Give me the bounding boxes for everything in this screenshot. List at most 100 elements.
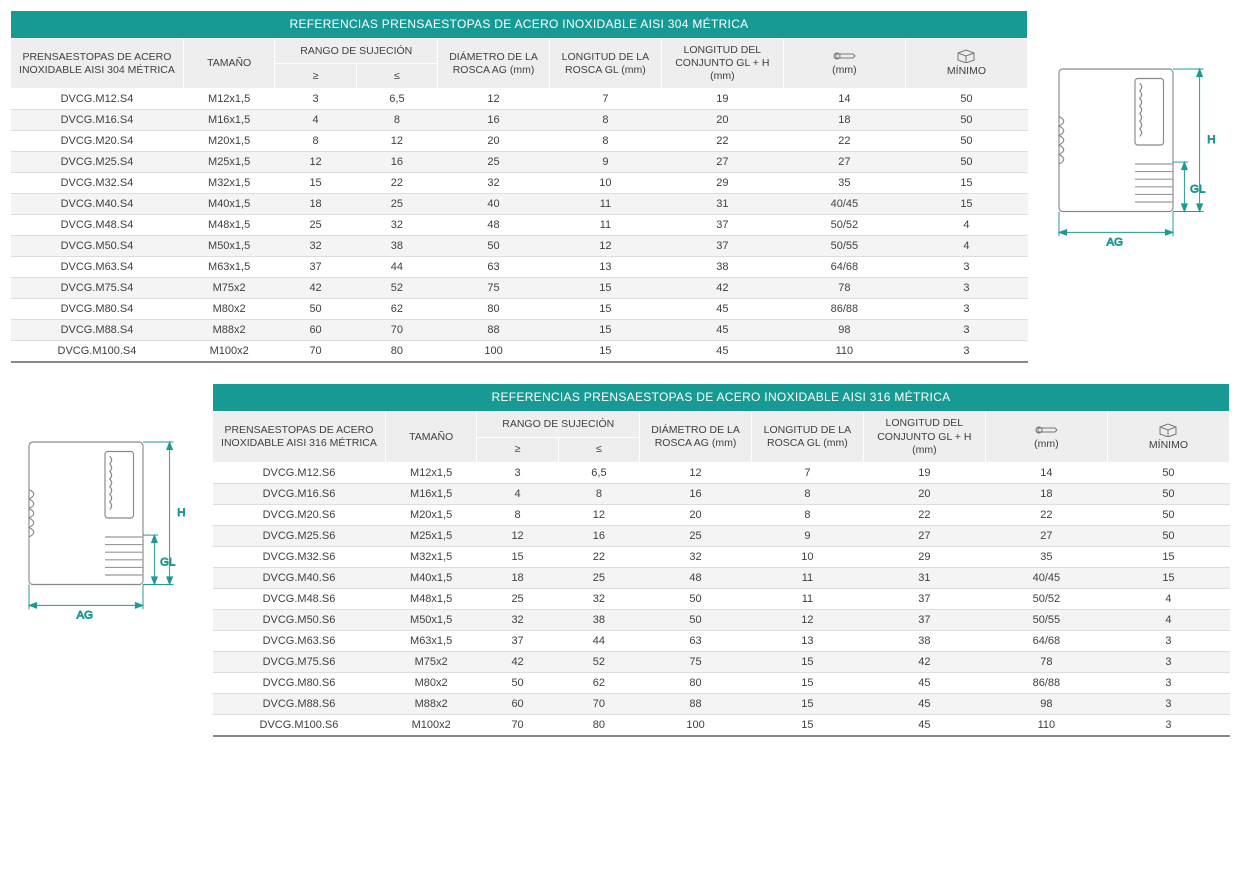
cell-gte: 8 bbox=[477, 504, 558, 525]
cell-lte: 44 bbox=[356, 257, 437, 278]
cell-min: 15 bbox=[905, 194, 1027, 215]
cell-glh: 45 bbox=[661, 320, 783, 341]
section-aisi-304: REFERENCIAS PRENSAESTOPAS DE ACERO INOXI… bbox=[10, 10, 1230, 363]
cell-gl: 11 bbox=[751, 588, 863, 609]
cell-size: M40x1,5 bbox=[385, 567, 477, 588]
cell-lte: 32 bbox=[558, 588, 639, 609]
cell-wr: 98 bbox=[783, 320, 905, 341]
cell-glh: 29 bbox=[661, 173, 783, 194]
cell-min: 15 bbox=[1107, 567, 1229, 588]
cell-lte: 16 bbox=[558, 525, 639, 546]
cell-gte: 37 bbox=[477, 630, 558, 651]
cell-ref: DVCG.M32.S6 bbox=[213, 546, 386, 567]
table-304: REFERENCIAS PRENSAESTOPAS DE ACERO INOXI… bbox=[10, 10, 1028, 363]
cell-gl: 15 bbox=[549, 278, 661, 299]
cell-gte: 32 bbox=[275, 236, 356, 257]
table-row: DVCG.M20.S6M20x1,5812208222250 bbox=[213, 504, 1230, 525]
tbody-304: DVCG.M12.S4M12x1,536,5127191450DVCG.M16.… bbox=[11, 89, 1028, 363]
table-row: DVCG.M48.S4M48x1,5253248113750/524 bbox=[11, 215, 1028, 236]
cell-wr: 40/45 bbox=[985, 567, 1107, 588]
table-row: DVCG.M75.S6M75x24252751542783 bbox=[213, 651, 1230, 672]
cell-gl: 11 bbox=[549, 194, 661, 215]
hdr-lte: ≤ bbox=[558, 437, 639, 462]
cell-lte: 80 bbox=[356, 341, 437, 363]
cell-ref: DVCG.M63.S4 bbox=[11, 257, 184, 278]
table-row: DVCG.M100.S4M100x2708010015451103 bbox=[11, 341, 1028, 363]
cell-gl: 8 bbox=[751, 483, 863, 504]
cell-gl: 13 bbox=[751, 630, 863, 651]
cell-lte: 32 bbox=[356, 215, 437, 236]
cell-glh: 20 bbox=[661, 110, 783, 131]
cell-wr: 86/88 bbox=[985, 672, 1107, 693]
cell-gte: 42 bbox=[275, 278, 356, 299]
cell-ag: 50 bbox=[640, 609, 752, 630]
cell-wr: 50/52 bbox=[985, 588, 1107, 609]
table-row: DVCG.M75.S4M75x24252751542783 bbox=[11, 278, 1028, 299]
cell-glh: 31 bbox=[863, 567, 985, 588]
box-icon bbox=[957, 49, 975, 63]
table-row: DVCG.M25.S4M25x1,51216259272750 bbox=[11, 152, 1028, 173]
cell-gl: 9 bbox=[751, 525, 863, 546]
cell-min: 15 bbox=[905, 173, 1027, 194]
cell-ag: 75 bbox=[640, 651, 752, 672]
cell-lte: 12 bbox=[558, 504, 639, 525]
cell-min: 3 bbox=[905, 299, 1027, 320]
table-316-title: REFERENCIAS PRENSAESTOPAS DE ACERO INOXI… bbox=[213, 384, 1230, 412]
cell-lte: 70 bbox=[356, 320, 437, 341]
cell-ref: DVCG.M63.S6 bbox=[213, 630, 386, 651]
cell-min: 3 bbox=[1107, 714, 1229, 736]
cell-gte: 70 bbox=[275, 341, 356, 363]
cell-size: M12x1,5 bbox=[183, 89, 275, 110]
cell-gte: 18 bbox=[477, 567, 558, 588]
dim-h-label: H bbox=[1207, 134, 1215, 146]
cell-min: 50 bbox=[905, 110, 1027, 131]
cell-ref: DVCG.M100.S6 bbox=[213, 714, 386, 736]
cell-gte: 60 bbox=[477, 693, 558, 714]
cell-ref: DVCG.M32.S4 bbox=[11, 173, 184, 194]
cell-min: 3 bbox=[905, 278, 1027, 299]
cell-size: M48x1,5 bbox=[183, 215, 275, 236]
cell-lte: 6,5 bbox=[356, 89, 437, 110]
cell-wr: 64/68 bbox=[783, 257, 905, 278]
cell-glh: 45 bbox=[863, 693, 985, 714]
cell-gl: 15 bbox=[751, 672, 863, 693]
cell-min: 3 bbox=[905, 257, 1027, 278]
hdr-diam: DIÁMETRO DE LA ROSCA AG (mm) bbox=[640, 412, 752, 462]
cell-min: 4 bbox=[905, 236, 1027, 257]
hdr-min: MÍNIMO bbox=[905, 39, 1027, 89]
cell-min: 3 bbox=[1107, 672, 1229, 693]
dim-gl-label: GL bbox=[1190, 184, 1205, 196]
cell-ref: DVCG.M12.S6 bbox=[213, 462, 386, 483]
cell-gte: 25 bbox=[275, 215, 356, 236]
cell-min: 50 bbox=[1107, 525, 1229, 546]
cell-min: 4 bbox=[1107, 609, 1229, 630]
cell-glh: 20 bbox=[863, 483, 985, 504]
cell-ag: 75 bbox=[438, 278, 550, 299]
hdr-glh: LONGITUD DEL CONJUNTO GL + H (mm) bbox=[661, 39, 783, 89]
hdr-gl: LONGITUD DE LA ROSCA GL (mm) bbox=[549, 39, 661, 89]
cell-glh: 37 bbox=[661, 236, 783, 257]
cell-gl: 9 bbox=[549, 152, 661, 173]
cell-glh: 37 bbox=[661, 215, 783, 236]
hdr-gl: LONGITUD DE LA ROSCA GL (mm) bbox=[751, 412, 863, 462]
cell-wr: 35 bbox=[783, 173, 905, 194]
cell-size: M16x1,5 bbox=[385, 483, 477, 504]
cell-gl: 10 bbox=[549, 173, 661, 194]
hdr-glh: LONGITUD DEL CONJUNTO GL + H (mm) bbox=[863, 412, 985, 462]
cell-ag: 16 bbox=[438, 110, 550, 131]
cell-gl: 8 bbox=[549, 131, 661, 152]
cell-lte: 25 bbox=[558, 567, 639, 588]
cell-ag: 88 bbox=[640, 693, 752, 714]
cell-size: M25x1,5 bbox=[183, 152, 275, 173]
cell-ref: DVCG.M16.S6 bbox=[213, 483, 386, 504]
cell-wr: 50/55 bbox=[783, 236, 905, 257]
cell-min: 50 bbox=[1107, 462, 1229, 483]
cell-wr: 78 bbox=[985, 651, 1107, 672]
box-icon bbox=[1159, 423, 1177, 437]
table-row: DVCG.M20.S4M20x1,5812208222250 bbox=[11, 131, 1028, 152]
cell-ag: 32 bbox=[438, 173, 550, 194]
cell-wr: 22 bbox=[783, 131, 905, 152]
cell-wr: 27 bbox=[783, 152, 905, 173]
cell-ref: DVCG.M88.S6 bbox=[213, 693, 386, 714]
cell-min: 50 bbox=[905, 89, 1027, 110]
